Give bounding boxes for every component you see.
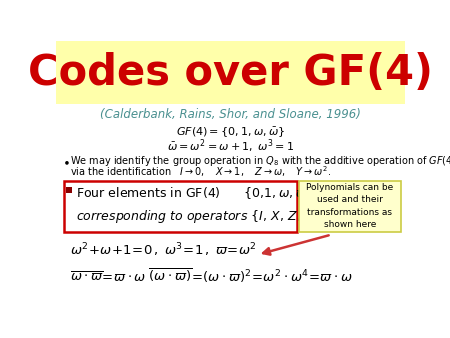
Text: $\omega^2\!+\!\omega\!+\!1\!=\!0\,,\;\omega^3\!=\!1\,,\;\varpi\!=\!\omega^2$: $\omega^2\!+\!\omega\!+\!1\!=\!0\,,\;\om… [70, 241, 257, 259]
Text: via the identification   $I \to 0,\quad X \to 1,\quad Z \to \omega,\quad Y \to \: via the identification $I \to 0,\quad X … [70, 164, 331, 179]
Text: Four elements in GF(4)      $\{0,\!1,\omega,\varpi\}$: Four elements in GF(4) $\{0,\!1,\omega,\… [76, 185, 315, 201]
Text: $GF(4) = \{0, 1, \omega, \bar{\omega}\}$: $GF(4) = \{0, 1, \omega, \bar{\omega}\}$ [176, 126, 285, 140]
Text: (Calderbank, Rains, Shor, and Sloane, 1996): (Calderbank, Rains, Shor, and Sloane, 19… [100, 108, 361, 121]
Text: We may identify the group operation in $Q_8$ with the additive operation of $GF(: We may identify the group operation in $… [70, 154, 450, 168]
Bar [56, 41, 405, 104]
Text: $\overline{\omega\cdot\varpi}\!=\!\varpi\cdot\omega\;\overline{(\omega\cdot\varp: $\overline{\omega\cdot\varpi}\!=\!\varpi… [70, 266, 353, 285]
Bar [66, 187, 72, 193]
Text: $\bullet$: $\bullet$ [63, 156, 70, 169]
Text: $\bar{\omega} = \omega^2 = \omega + 1,\; \omega^3 = 1$: $\bar{\omega} = \omega^2 = \omega + 1,\;… [167, 137, 294, 155]
Text: corresponding to operators $\{I,\, X,\, Z,\!Y\}.$: corresponding to operators $\{I,\, X,\, … [76, 208, 321, 225]
Text: Polynomials can be
used and their
transformations as
shown here: Polynomials can be used and their transf… [306, 183, 394, 230]
Bar [64, 181, 297, 232]
Text: Codes over GF(4): Codes over GF(4) [28, 52, 433, 94]
Bar [299, 181, 401, 232]
